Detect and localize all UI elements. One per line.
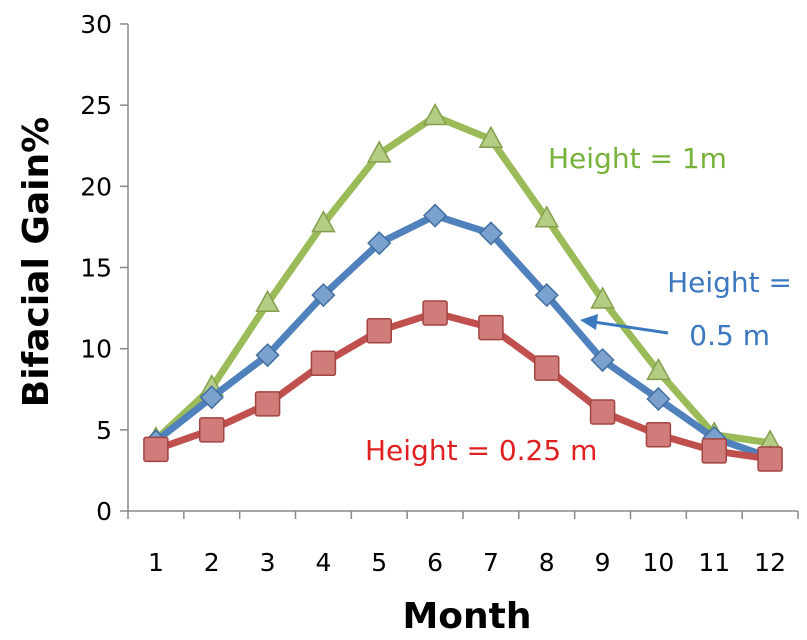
series-layer: [143, 102, 783, 472]
data-point-square: [701, 438, 727, 464]
axes: [120, 23, 799, 519]
data-point-triangle: [590, 286, 615, 309]
data-point-diamond: [478, 221, 503, 246]
data-point-square: [310, 350, 337, 377]
annotation-arrow: [580, 314, 669, 335]
y-axis-title: Bifacial Gain%: [16, 117, 57, 407]
data-point-diamond: [590, 347, 615, 373]
data-point-square: [422, 300, 448, 326]
x-tick-label: 2: [204, 548, 220, 577]
y-tick-label: 15: [80, 254, 112, 283]
annotation-height-0-25m: Height = 0.25 m: [365, 434, 597, 467]
data-point-diamond: [534, 283, 559, 308]
x-axis-title: Month: [402, 596, 531, 637]
data-point-triangle: [311, 210, 336, 233]
x-tick-label: 3: [260, 548, 276, 577]
series-line: [152, 212, 774, 461]
x-tick-label: 6: [427, 548, 443, 577]
data-point-diamond: [311, 283, 336, 308]
y-tick-label: 20: [80, 172, 112, 201]
y-tick-label: 10: [80, 335, 112, 364]
data-point-square: [478, 314, 504, 341]
series-diamond: [143, 203, 783, 470]
x-tick-label: 11: [698, 548, 730, 577]
data-point-square: [254, 391, 281, 417]
x-tick-label: 5: [371, 548, 387, 577]
data-point-triangle: [646, 357, 671, 381]
data-point-diamond: [199, 385, 224, 410]
series-square: [143, 300, 783, 472]
data-point-square: [366, 318, 392, 344]
data-point-diamond: [646, 386, 671, 412]
data-point-triangle: [255, 289, 280, 312]
x-tick-label: 4: [315, 548, 331, 577]
annotation-height-0-5m-line1: Height =: [667, 266, 792, 299]
annotation-height-1m: Height = 1m: [548, 142, 727, 175]
data-point-square: [143, 436, 169, 463]
data-point-square: [199, 417, 225, 443]
data-point-diamond: [423, 203, 448, 228]
x-tick-label: 1: [148, 548, 164, 577]
data-point-triangle: [478, 125, 504, 149]
data-point-diamond: [367, 231, 392, 256]
x-tick-label: 9: [595, 548, 611, 577]
data-point-square: [645, 421, 672, 448]
y-tick-label: 25: [80, 91, 112, 120]
x-tick-label: 12: [754, 548, 786, 577]
x-tick-label: 10: [643, 548, 675, 577]
data-point-square: [589, 399, 616, 425]
series-line: [152, 113, 774, 447]
x-tick-label: 7: [483, 548, 499, 577]
data-point-triangle: [422, 102, 448, 126]
y-tick-label: 30: [80, 10, 112, 39]
data-point-triangle: [366, 140, 392, 163]
x-tick-label: 8: [539, 548, 555, 577]
y-tick-label: 5: [96, 416, 112, 445]
data-point-diamond: [255, 343, 280, 368]
data-point-triangle: [534, 205, 560, 228]
data-point-square: [757, 446, 783, 472]
data-point-square: [534, 355, 560, 381]
y-tick-label: 0: [96, 497, 112, 526]
annotation-height-0-5m-line2: 0.5 m: [689, 319, 770, 352]
